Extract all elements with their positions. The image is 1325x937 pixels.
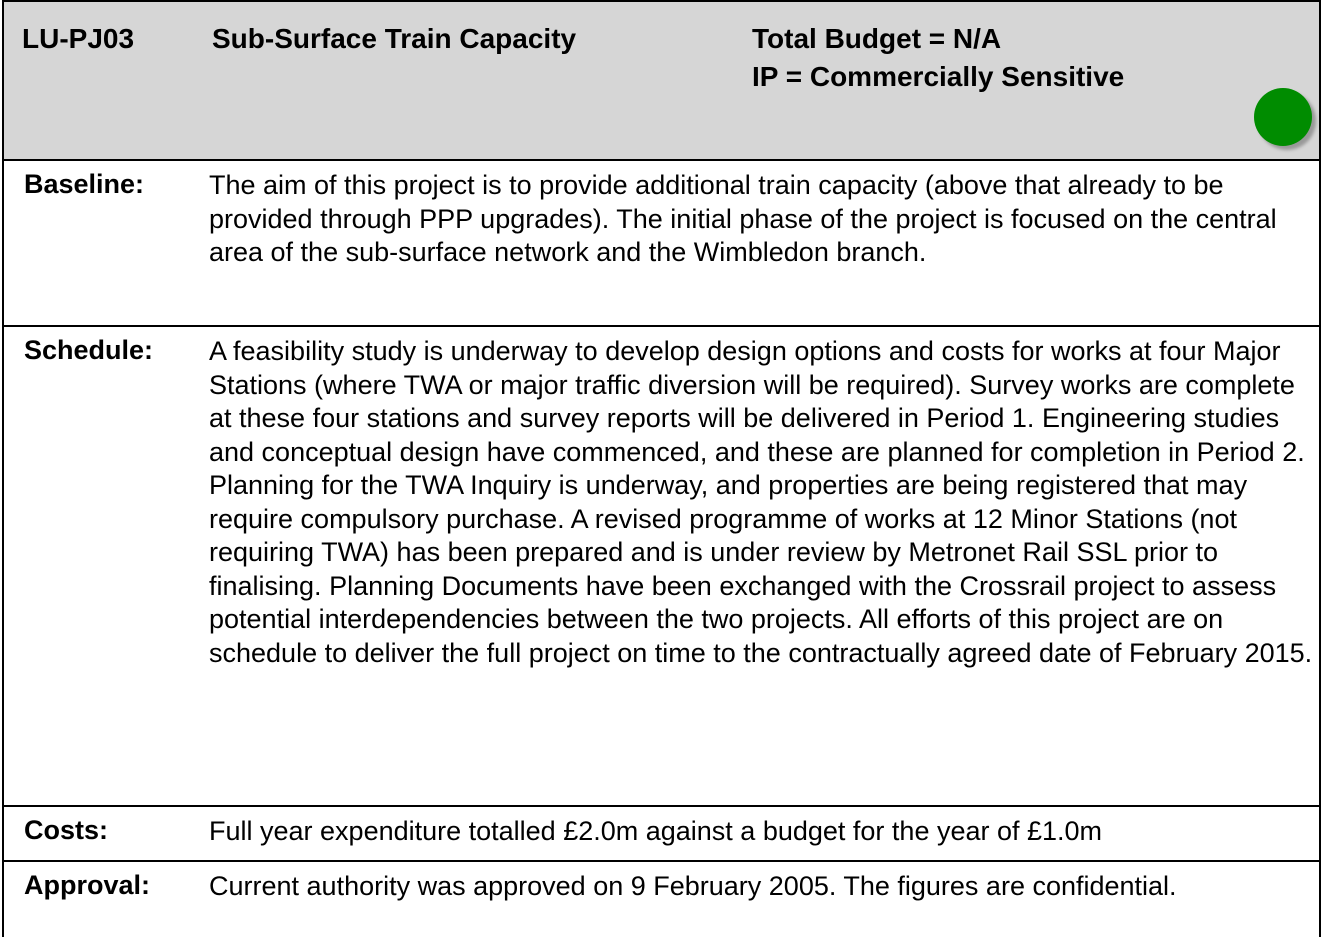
row-text: A feasibility study is underway to devel… (209, 336, 1313, 668)
header: LU-PJ03 Sub-Surface Train Capacity Total… (2, 0, 1321, 161)
row-label: Schedule: (24, 335, 154, 365)
row-text: Current authority was approved on 9 Febr… (209, 871, 1177, 901)
row-text: The aim of this project is to provide ad… (209, 170, 1277, 267)
row-costs: Costs: Full year expenditure totalled £2… (2, 805, 1321, 862)
ip: IP = Commercially Sensitive (752, 61, 1125, 92)
status-indicator (1254, 88, 1312, 146)
project-title: Sub-Surface Train Capacity (212, 23, 577, 54)
row-label: Costs: (24, 815, 109, 845)
row-baseline: Baseline: The aim of this project is to … (2, 159, 1321, 327)
row-label: Baseline: (24, 169, 145, 199)
row-label: Approval: (24, 870, 151, 900)
row-text: Full year expenditure totalled £2.0m aga… (209, 816, 1103, 846)
project-code: LU-PJ03 (22, 23, 135, 54)
budget: Total Budget = N/A (752, 23, 1002, 54)
row-schedule: Schedule: A feasibility study is underwa… (2, 325, 1321, 807)
row-approval: Approval: Current authority was approved… (2, 860, 1321, 937)
